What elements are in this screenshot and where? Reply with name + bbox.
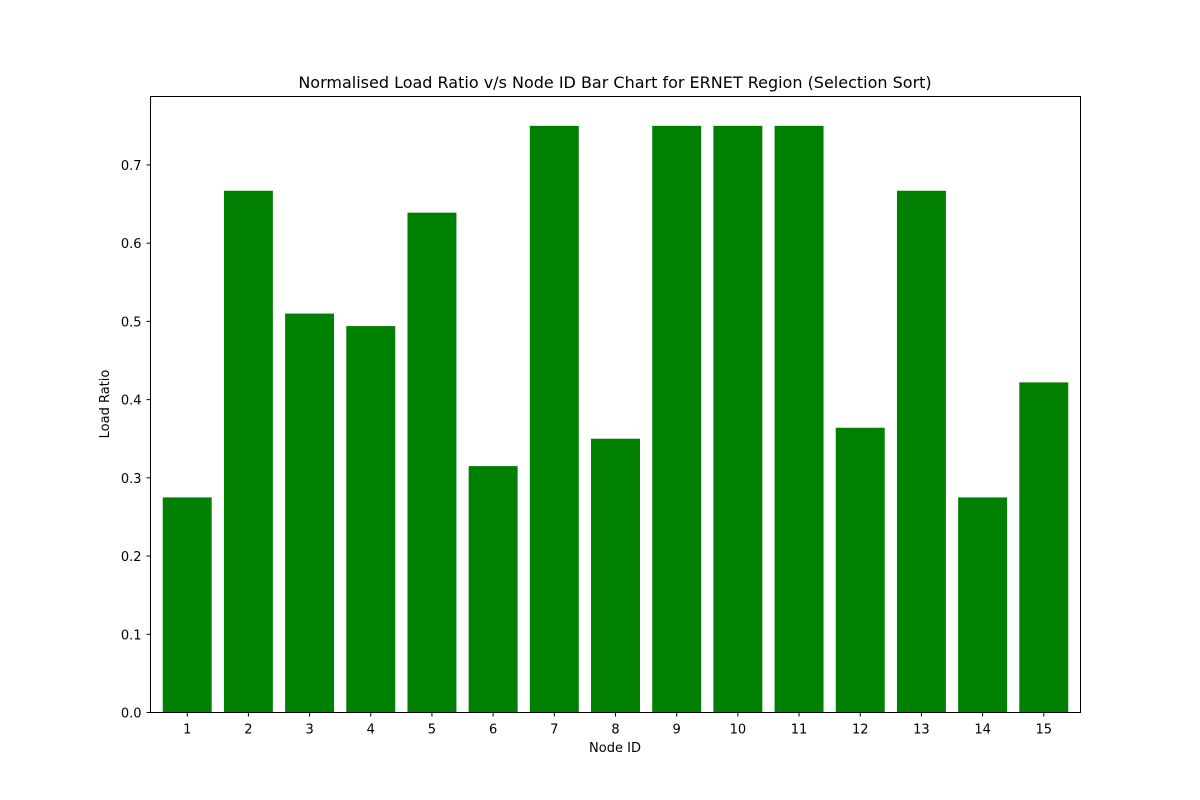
bar-node-1: [162, 497, 212, 713]
x-tick-label: 3: [305, 723, 313, 738]
y-tick-label: 0.6: [121, 237, 142, 252]
x-tick-label: 14: [974, 723, 991, 738]
bar-node-11: [774, 125, 824, 713]
y-tick-label: 0.0: [121, 707, 142, 722]
bar-node-8: [591, 438, 640, 713]
y-tick-label: 0.2: [121, 550, 142, 565]
bar-node-15: [1019, 382, 1069, 713]
x-tick-label: 10: [730, 723, 747, 738]
y-axis-label: Load Ratio: [98, 370, 113, 439]
x-tick-label: 8: [611, 723, 619, 738]
y-tick-label: 0.5: [121, 315, 142, 330]
x-tick-label: 6: [489, 723, 497, 738]
bar-node-14: [958, 497, 1008, 713]
bar-node-13: [896, 190, 946, 713]
bar-node-12: [835, 427, 885, 713]
bars-group: [162, 125, 1069, 713]
x-tick-label: 15: [1036, 723, 1053, 738]
y-tick-label: 0.1: [121, 628, 142, 643]
x-tick-label: 7: [550, 723, 558, 738]
bar-node-9: [652, 125, 702, 713]
y-tick-label: 0.4: [121, 394, 142, 409]
y-tick-label: 0.7: [121, 159, 142, 174]
bar-node-2: [223, 190, 273, 713]
y-tick-label: 0.3: [121, 472, 142, 487]
x-tick-label: 12: [852, 723, 869, 738]
bar-node-4: [346, 326, 396, 713]
x-tick-label: 11: [791, 723, 808, 738]
x-axis-ticks: 1 2 3 4 5 6 7 8 9 10 11 12 13 14 15: [183, 712, 1053, 738]
bar-node-7: [529, 125, 579, 713]
y-axis-ticks: 0.0 0.1 0.2 0.3 0.4 0.5 0.6 0.7: [121, 159, 151, 722]
bar-node-3: [285, 313, 335, 713]
chart-title: Normalised Load Ratio v/s Node ID Bar Ch…: [298, 73, 931, 92]
x-axis-label: Node ID: [589, 741, 641, 756]
bar-node-10: [713, 125, 763, 713]
x-tick-label: 5: [428, 723, 436, 738]
plot-frame: [150, 96, 1081, 713]
x-tick-label: 13: [913, 723, 930, 738]
x-tick-label: 9: [673, 723, 681, 738]
bar-node-5: [407, 212, 457, 713]
x-tick-label: 1: [183, 723, 191, 738]
bar-node-6: [468, 466, 518, 713]
x-tick-label: 2: [244, 723, 252, 738]
x-tick-label: 4: [367, 723, 375, 738]
